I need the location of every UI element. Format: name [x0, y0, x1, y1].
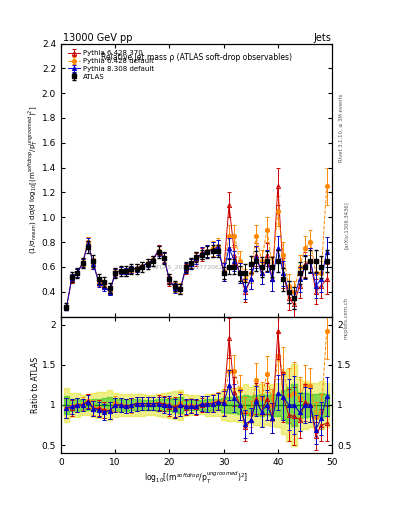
Text: Relative jet mass ρ (ATLAS soft-drop observables): Relative jet mass ρ (ATLAS soft-drop obs… — [101, 53, 292, 62]
Text: Rivet 3.1.10, ≥ 3M events: Rivet 3.1.10, ≥ 3M events — [339, 94, 344, 162]
Text: 13000 GeV pp: 13000 GeV pp — [63, 33, 132, 44]
Y-axis label: (1/σ$_{resum}$) dσ/d log$_{10}$[(m$^{soft drop}$/p$_T^{ungroomed}$)$^2$]: (1/σ$_{resum}$) dσ/d log$_{10}$[(m$^{sof… — [27, 106, 40, 254]
Text: [arXiv:1306.3436]: [arXiv:1306.3436] — [344, 201, 349, 249]
Text: ATLAS_2019_I1772062: ATLAS_2019_I1772062 — [153, 265, 224, 270]
Text: Jets: Jets — [314, 33, 332, 44]
Y-axis label: Ratio to ATLAS: Ratio to ATLAS — [31, 357, 40, 413]
Text: mcplots.cern.ch: mcplots.cern.ch — [344, 296, 349, 338]
X-axis label: log$_{10}$[(m$^{soft drop}$/p$_T^{ungroomed}$)$^2$]: log$_{10}$[(m$^{soft drop}$/p$_T^{ungroo… — [144, 470, 249, 486]
Legend: Pythia 6.428 370, Pythia 6.428 default, Pythia 8.308 default, ATLAS: Pythia 6.428 370, Pythia 6.428 default, … — [66, 49, 156, 81]
